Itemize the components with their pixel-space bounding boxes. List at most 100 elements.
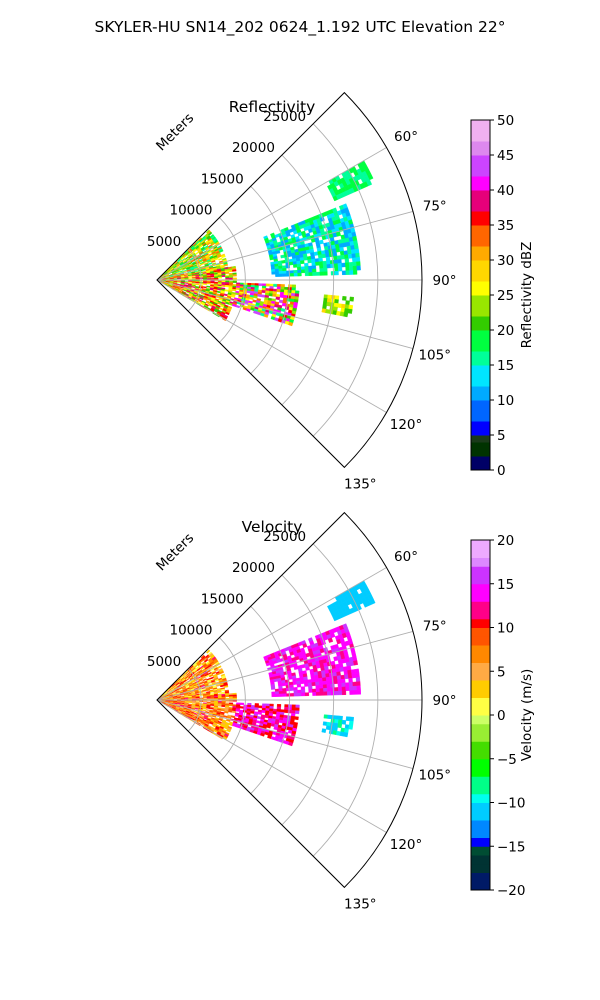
range-axis-label: Meters [153,110,197,154]
echo-cell [258,705,263,709]
echo-cell [278,719,284,724]
echo-cell [235,287,241,291]
echo-cell [289,687,294,691]
echo-cell [288,321,294,327]
echo-cell [329,676,335,681]
echo-cell [322,260,328,266]
echo-cell [318,677,323,683]
echo-cell [348,724,354,730]
azimuth-tick-label: 90° [433,273,457,289]
colorbar-segment [471,323,490,331]
echo-cell [354,668,360,674]
echo-cell [327,637,334,643]
echo-cell [184,278,189,280]
range-tick-label: 15000 [201,171,244,187]
echo-cell [349,690,354,695]
echo-cell [217,288,222,291]
echo-cell [312,268,317,273]
colorbar-segment [471,365,490,373]
echo-cell [333,259,339,265]
echo-cell [345,266,350,271]
echo-cell [344,258,350,264]
echo-cell [351,253,357,259]
echo-cell [195,696,200,699]
echo-cell [209,707,215,710]
colorbar-segment [471,627,490,637]
echo-cell [329,679,335,685]
echo-cell [347,673,353,679]
echo-cell [295,707,300,712]
echo-cell [330,683,335,689]
echo-cell [336,675,342,680]
echo-cell [318,261,324,266]
echo-cell [326,680,331,685]
echo-cell [356,261,361,267]
echo-cell [246,308,251,312]
echo-cell [308,685,313,690]
echo-cell [352,265,358,271]
azimuth-tick-label: 60° [394,129,418,145]
echo-cell [312,688,317,693]
echo-cell [221,284,226,287]
echo-cell [334,715,340,720]
echo-cell [322,264,328,269]
echo-cell [326,298,332,303]
colorbar-segment [471,372,490,380]
echo-cell [176,281,182,284]
colorbar-segment [471,680,490,690]
echo-cell [261,290,266,294]
echo-cell [216,290,222,294]
colorbar-segment [471,155,490,163]
echo-cell [340,674,346,680]
echo-cell [228,722,234,727]
echo-cell [322,684,328,689]
echo-cell [288,284,293,288]
colorbar-segment [471,802,490,812]
echo-cell [283,709,289,714]
colorbar-segment [471,246,490,254]
echo-cell [173,278,178,280]
figure-title: SKYLER-HU SN14_202 0624_1.192 UTC Elevat… [95,18,506,37]
echo-cell [323,714,329,719]
echo-cell [261,710,266,714]
echo-cell [315,691,321,696]
echo-cell [326,683,331,689]
colorbar-segment [471,855,490,865]
colorbar-segment [471,793,490,803]
echo-cell [319,271,324,276]
echo-cell [173,698,178,700]
echo-cell [369,598,376,605]
colorbar: 0 5 10 15 20 25 30 35 40 45 50 Reflectivity dBZ [470,113,535,479]
colorbar-segment [471,169,490,177]
echo-cell [280,254,285,259]
echo-cell [206,282,211,285]
echo-cell [184,697,189,699]
echo-cell [356,685,361,691]
colorbar-tick-label: 0 [497,708,506,724]
echo-cell [337,266,343,272]
echo-cell [334,687,339,692]
echo-cell [339,246,345,252]
echo-cell [224,289,229,292]
echo-cell [344,254,349,260]
echo-cell [225,285,230,288]
colorbar-segment [471,688,490,698]
colorbar-segment [471,863,490,873]
echo-cell [297,266,302,271]
colorbar-segment [471,463,490,471]
range-tick-label: 25000 [263,109,306,125]
colorbar-segment [471,618,490,628]
colorbar-segment [471,456,490,464]
colorbar-label: Velocity (m/s) [519,669,535,762]
echo-cell [291,707,296,711]
echo-cell [352,685,358,691]
echo-cell [221,704,226,708]
echo-cell [271,271,276,275]
echo-cell [300,686,306,691]
echo-cell [282,270,287,275]
colorbar-segment [471,575,490,585]
echo-cell [274,268,280,272]
echo-cell [323,267,328,273]
echo-cell [304,269,309,273]
echo-cell [228,269,233,273]
